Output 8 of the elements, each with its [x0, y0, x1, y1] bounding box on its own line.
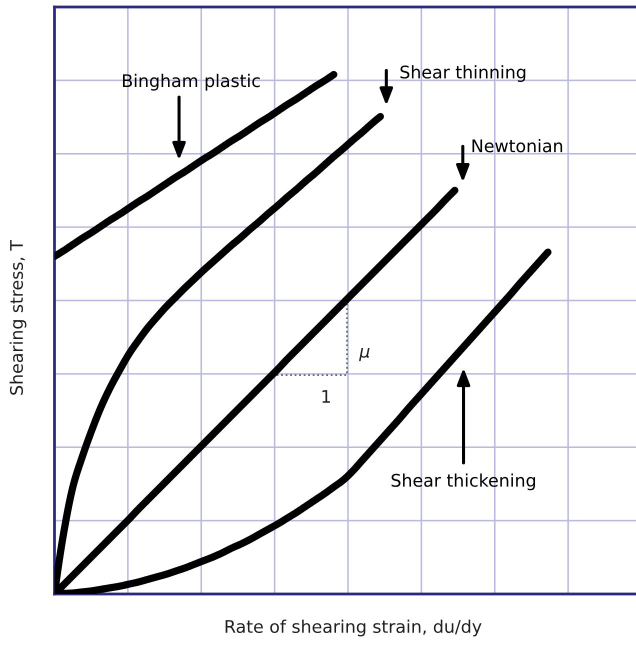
text: Shear thinning: [400, 65, 526, 82]
y-axis-title: Shearing stress, T: [10, 240, 26, 395]
text: Newtonian: [472, 138, 562, 152]
annotation: μ: [359, 348, 370, 362]
annotation: 1: [322, 390, 330, 403]
x-axis-title: Rate of shearing strain, du/dy: [226, 620, 482, 636]
series-label: Shear thickening: [392, 473, 536, 490]
series-label: Bingham plastic: [123, 74, 260, 91]
